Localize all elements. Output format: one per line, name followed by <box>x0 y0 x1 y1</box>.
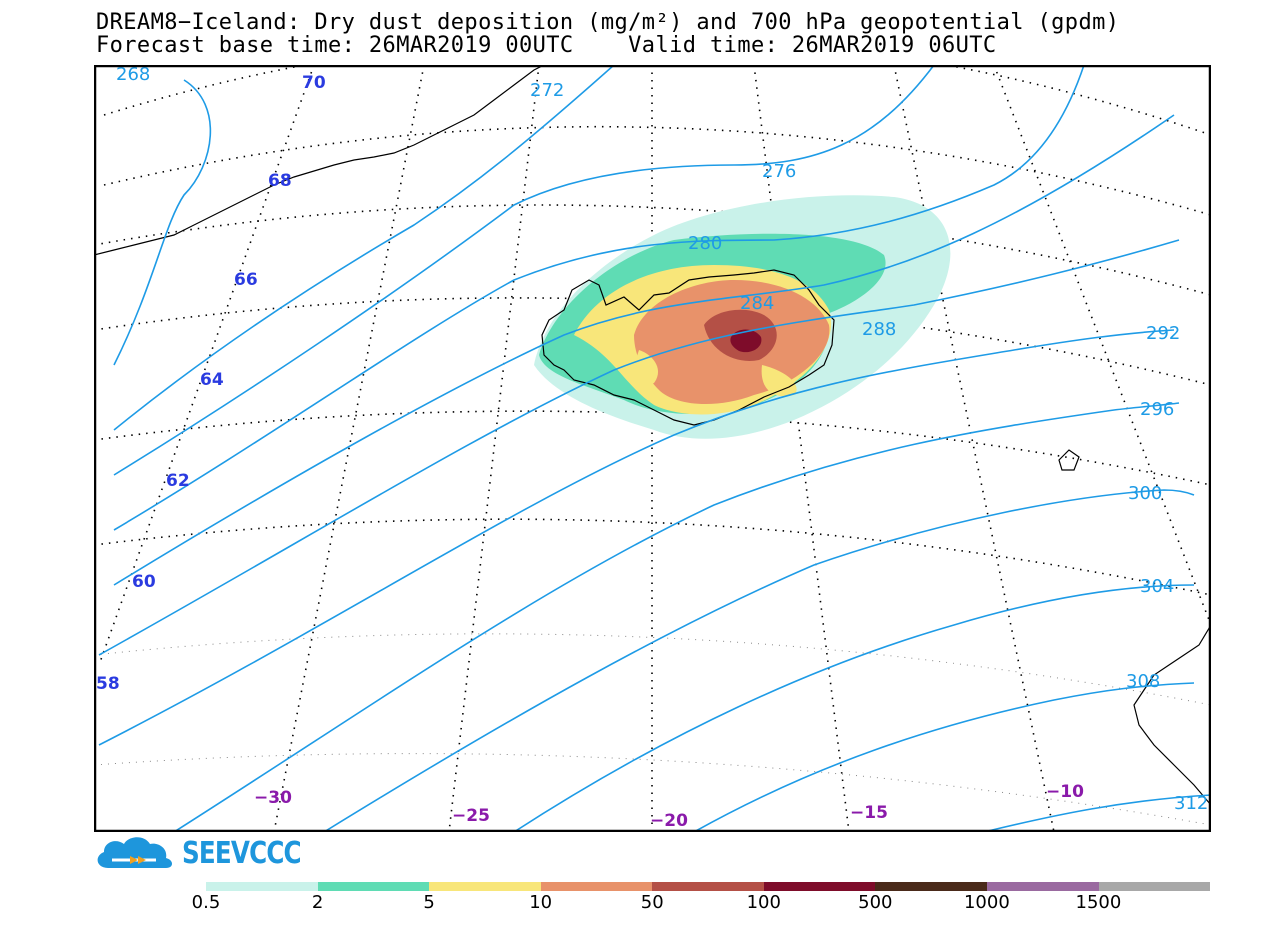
lon-label-minus30: −30 <box>254 788 292 808</box>
legend-label: 0.5 <box>191 892 221 913</box>
graticule-meridians <box>98 65 1211 832</box>
contour-label-280: 280 <box>688 233 722 254</box>
legend-label: 1000 <box>963 892 1010 913</box>
legend-label: 2 <box>311 892 324 913</box>
lat-label-60: 60 <box>132 572 156 592</box>
contour-label-300: 300 <box>1128 483 1162 504</box>
legend-color-swatch <box>986 882 1099 891</box>
legend-color-swatch <box>206 882 318 891</box>
lon-label-minus15: −15 <box>850 803 888 823</box>
contour-label-308: 308 <box>1126 671 1160 692</box>
lat-label-68: 68 <box>268 171 292 191</box>
contour-label-268: 268 <box>116 65 150 85</box>
geopotential-contours <box>98 65 1211 832</box>
color-legend-bar <box>206 882 1211 891</box>
lat-label-70: 70 <box>302 73 326 93</box>
lat-label-62: 62 <box>166 471 190 491</box>
coastlines <box>94 65 1211 806</box>
latitude-labels: 70 68 66 64 62 60 58 <box>96 73 326 694</box>
legend-label: 10 <box>529 892 553 913</box>
greenland-coast <box>94 65 545 256</box>
legend-label: 500 <box>858 892 893 913</box>
legend-label: 50 <box>640 892 664 913</box>
norway-coast <box>1133 624 1211 806</box>
legend-label: 5 <box>423 892 435 913</box>
chart-subtitle-times: Forecast base time: 26MAR2019 00UTC Vali… <box>96 33 997 58</box>
legend-color-swatch <box>429 882 541 891</box>
contour-label-288: 288 <box>862 319 896 340</box>
graticule-parallels-minor <box>94 633 1211 826</box>
legend-color-swatch <box>763 882 876 891</box>
contour-label-292: 292 <box>1146 323 1180 344</box>
contour-label-304: 304 <box>1140 576 1174 597</box>
legend-label: 100 <box>746 892 781 913</box>
contour-label-276: 276 <box>762 161 796 182</box>
faroe-islands <box>1058 449 1080 471</box>
contour-label-312: 312 <box>1174 793 1208 814</box>
contour-label-284: 284 <box>740 293 774 314</box>
map: 268 272 276 280 284 288 292 296 300 304 … <box>94 65 1211 832</box>
longitude-labels: −30 −25 −20 −15 −10 <box>254 782 1084 831</box>
iceland-coast <box>541 269 835 426</box>
lon-label-minus20: −20 <box>650 811 688 831</box>
lat-label-58: 58 <box>96 674 120 694</box>
legend-color-swatch <box>875 882 987 891</box>
legend-color-swatch <box>652 882 764 891</box>
contour-label-272: 272 <box>530 80 564 101</box>
legend-color-swatch <box>1098 882 1211 891</box>
lon-label-minus25: −25 <box>452 806 490 826</box>
lat-label-66: 66 <box>234 270 258 290</box>
legend-label: 1500 <box>1075 892 1122 913</box>
lat-label-64: 64 <box>200 370 224 390</box>
logo-wordmark: SEEVCCC <box>182 836 302 871</box>
lon-label-minus10: −10 <box>1046 782 1084 802</box>
legend-color-swatch <box>540 882 653 891</box>
contour-labels: 268 272 276 280 284 288 292 296 300 304 … <box>116 65 1208 814</box>
dust-deposition-field <box>534 195 951 439</box>
chart-title: DREAM8−Iceland: Dry dust deposition (mg/… <box>96 10 1120 35</box>
legend-color-swatch <box>317 882 430 891</box>
cloud-logo-icon <box>97 837 172 868</box>
contour-label-296: 296 <box>1140 399 1174 420</box>
